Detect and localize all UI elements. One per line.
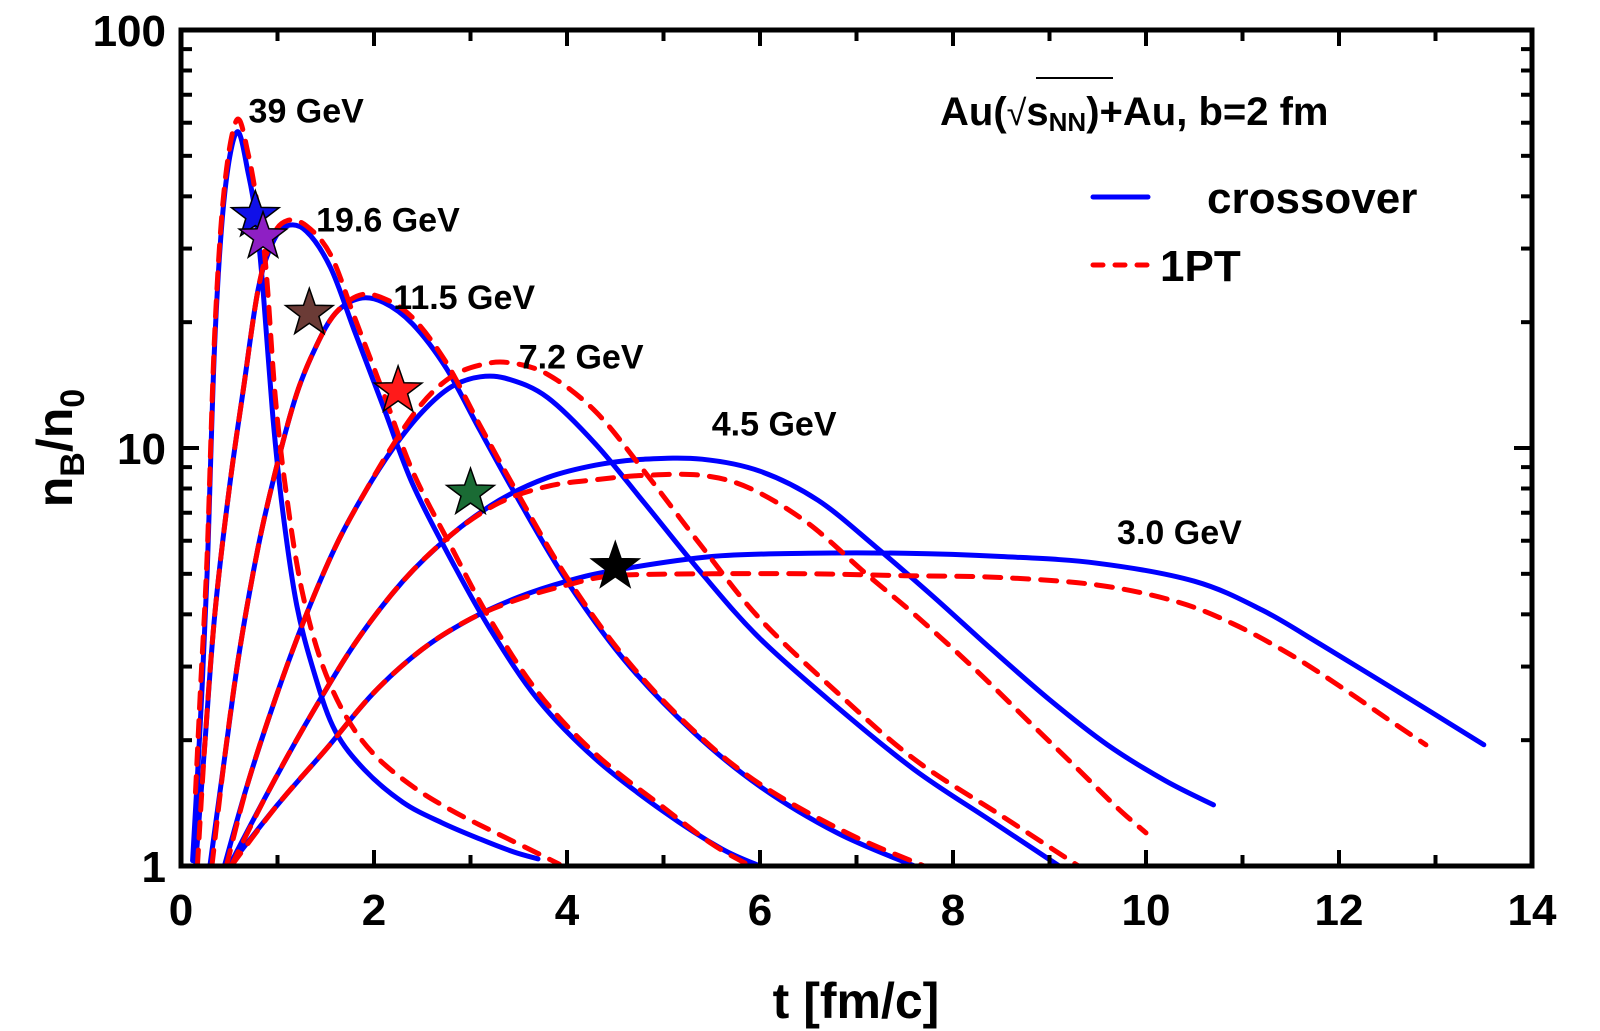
- x-axis-title: t [fm/c]: [773, 973, 940, 1029]
- star-marker-4-5-gev: [444, 465, 497, 516]
- star-marker-3-0-gev: [589, 539, 642, 589]
- legend-label-1pt: 1PT: [1160, 242, 1241, 291]
- curve-3-0-gev-1pt: [228, 571, 1429, 869]
- curve-4-5-gev-1pt: [228, 471, 1149, 869]
- curve-7-2-gev-1pt: [223, 359, 1081, 869]
- x-tick-label: 8: [941, 886, 965, 935]
- y-axis-title: nB/n0: [27, 389, 92, 507]
- annotation-39-gev: 39 GeV: [249, 93, 365, 131]
- legend: crossover 1PT: [1090, 174, 1417, 291]
- markers-layer: [229, 188, 642, 589]
- curve-19-6-gev-1pt: [194, 217, 753, 869]
- title-sub-nn: NN: [1049, 107, 1087, 137]
- curve-39-gev-1pt: [193, 116, 562, 867]
- annotations-layer: 39 GeV 19.6 GeV 11.5 GeV 7.2 GeV 4.5 GeV 3.0 …: [249, 93, 1243, 552]
- y-axis-title-sub-b: B: [54, 452, 92, 477]
- title-s: s: [1026, 90, 1048, 134]
- y-axis-title-slash-n: /n: [27, 408, 83, 452]
- x-tick-label: 0: [169, 886, 193, 935]
- x-tick-label: 10: [1122, 886, 1171, 935]
- y-tick-label: 100: [93, 7, 166, 56]
- x-tick-label: 2: [362, 886, 386, 935]
- plot-frame: [178, 27, 1535, 869]
- x-tick-label: 14: [1508, 886, 1557, 935]
- svg-text:Au(√sNN)+Au, b=2 fm: Au(√sNN)+Au, b=2 fm: [940, 90, 1328, 137]
- annotation-4-5-gev: 4.5 GeV: [712, 406, 837, 444]
- title-prefix: Au(: [940, 90, 1007, 134]
- x-tick-label: 12: [1315, 886, 1364, 935]
- star-marker-7-2-gev: [372, 363, 425, 413]
- x-tick-label: 6: [748, 886, 772, 935]
- star-marker-39-gev: [229, 188, 282, 238]
- title-sqrt-sign: √: [1007, 92, 1027, 133]
- annotation-7-2-gev: 7.2 GeV: [519, 338, 644, 376]
- curve-11-5-gev-1pt: [209, 291, 927, 869]
- star-marker-11-5-gev: [283, 286, 336, 336]
- star-marker-19-6-gev: [237, 209, 289, 259]
- y-axis-title-n: n: [27, 477, 83, 508]
- y-tick-label: 10: [117, 425, 166, 474]
- annotation-3-0-gev: 3.0 GeV: [1117, 514, 1242, 552]
- annotation-19-6-gev: 19.6 GeV: [316, 201, 460, 239]
- annotation-11-5-gev: 11.5 GeV: [393, 279, 535, 317]
- tick-labels-layer: 0 2 4 6 8 10 12 14 1 10 100: [93, 7, 1557, 935]
- ticks-layer: [181, 30, 1532, 866]
- title-suffix: )+Au, b=2 fm: [1086, 90, 1328, 134]
- legend-label-crossover: crossover: [1207, 174, 1417, 223]
- y-tick-label: 1: [142, 843, 166, 892]
- chart-title: Au(√sNN)+Au, b=2 fm: [940, 77, 1328, 137]
- curves-layer: [190, 116, 1487, 869]
- svg-text:nB/n0: nB/n0: [27, 389, 92, 507]
- y-axis-title-sub-0: 0: [54, 389, 92, 408]
- curve-4-5-gev-crossover: [226, 455, 1216, 869]
- x-tick-label: 4: [555, 886, 580, 935]
